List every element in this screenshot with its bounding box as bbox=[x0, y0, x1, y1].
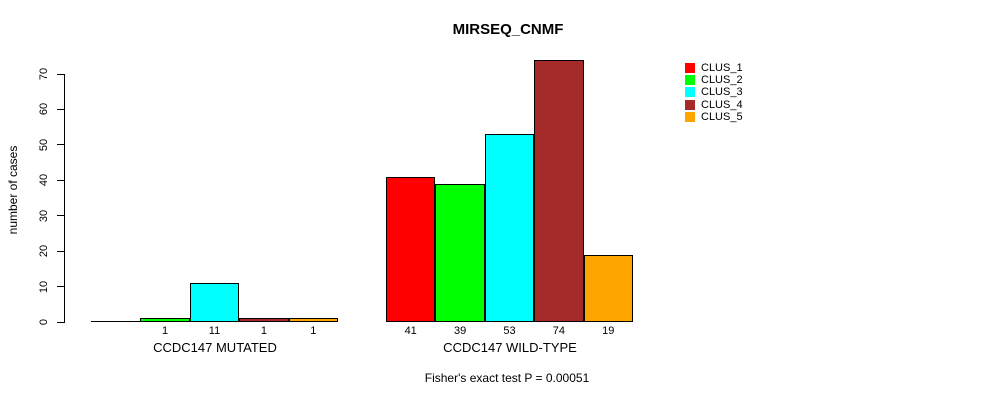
y-axis-tick bbox=[57, 250, 64, 252]
bar-value-label: 19 bbox=[602, 325, 615, 337]
y-axis-tick-label: 50 bbox=[38, 138, 50, 151]
chart-title: MIRSEQ_CNMF bbox=[452, 21, 564, 38]
y-axis-label: number of cases bbox=[6, 145, 20, 235]
y-axis-tick bbox=[57, 144, 64, 146]
legend-label-clus-2: CLUS_2 bbox=[701, 74, 743, 87]
y-axis-tick bbox=[57, 108, 64, 110]
legend-item-clus-4: CLUS_4 bbox=[685, 99, 743, 111]
legend-label-clus-4: CLUS_4 bbox=[701, 98, 743, 111]
bar-clus_2-mutated bbox=[140, 318, 190, 322]
legend-label-clus-3: CLUS_3 bbox=[701, 86, 743, 99]
bar-clus_4-mutated bbox=[239, 318, 289, 322]
y-axis-tick-label: 60 bbox=[38, 103, 50, 116]
bar-value-label: 41 bbox=[404, 325, 417, 337]
bar-value-label: 53 bbox=[503, 325, 516, 337]
legend-item-clus-3: CLUS_3 bbox=[685, 86, 743, 98]
legend-label-clus-1: CLUS_1 bbox=[701, 62, 743, 75]
x-group-label-mutated: CCDC147 MUTATED bbox=[153, 340, 277, 355]
bar-clus_1-wild-type bbox=[386, 176, 436, 322]
bar-value-label: 1 bbox=[260, 325, 267, 337]
bar-clus_5-mutated bbox=[288, 318, 338, 322]
legend-item-clus-5: CLUS_5 bbox=[685, 111, 743, 123]
y-axis-tick-label: 0 bbox=[38, 318, 50, 326]
legend-swatch-clus-2 bbox=[685, 75, 695, 86]
y-axis-tick bbox=[57, 321, 64, 323]
legend: CLUS_1 CLUS_2 CLUS_3 CLUS_4 CLUS_5 bbox=[685, 62, 743, 123]
y-axis-tick bbox=[57, 73, 64, 75]
bar-value-label: 74 bbox=[552, 325, 566, 337]
bar-clus_3-mutated bbox=[189, 283, 240, 322]
bar-clus_5-wild-type bbox=[583, 254, 633, 322]
bar-value-label: 11 bbox=[208, 325, 221, 337]
legend-item-clus-1: CLUS_1 bbox=[685, 62, 743, 74]
bar-value-label: 1 bbox=[310, 325, 317, 337]
x-group-label-wild-type: CCDC147 WILD-TYPE bbox=[443, 340, 577, 355]
bar-clus_3-wild-type bbox=[484, 134, 535, 322]
legend-label-clus-5: CLUS_5 bbox=[701, 110, 743, 123]
legend-item-clus-2: CLUS_2 bbox=[685, 74, 743, 86]
y-axis-line bbox=[64, 74, 65, 323]
bar-clus_4-wild-type bbox=[534, 59, 584, 322]
fisher-test-annotation: Fisher's exact test P = 0.00051 bbox=[424, 371, 590, 385]
y-axis-tick-label: 20 bbox=[38, 245, 50, 258]
bar-clus_2-wild-type bbox=[435, 183, 485, 322]
legend-swatch-clus-1 bbox=[685, 63, 695, 74]
y-axis-tick bbox=[57, 215, 64, 217]
bar-value-label: 39 bbox=[453, 325, 467, 337]
y-axis-tick-label: 10 bbox=[38, 280, 50, 293]
y-axis-tick-label: 40 bbox=[38, 174, 50, 187]
legend-swatch-clus-5 bbox=[685, 111, 695, 122]
legend-swatch-clus-3 bbox=[685, 87, 695, 98]
bar-clus_1-mutated bbox=[91, 321, 141, 322]
y-axis-tick bbox=[57, 179, 64, 181]
bar-value-label: 1 bbox=[162, 325, 169, 337]
y-axis-tick bbox=[57, 286, 64, 288]
y-axis-tick-label: 30 bbox=[38, 209, 50, 222]
y-axis-tick-label: 70 bbox=[38, 67, 50, 81]
legend-swatch-clus-4 bbox=[685, 99, 695, 110]
